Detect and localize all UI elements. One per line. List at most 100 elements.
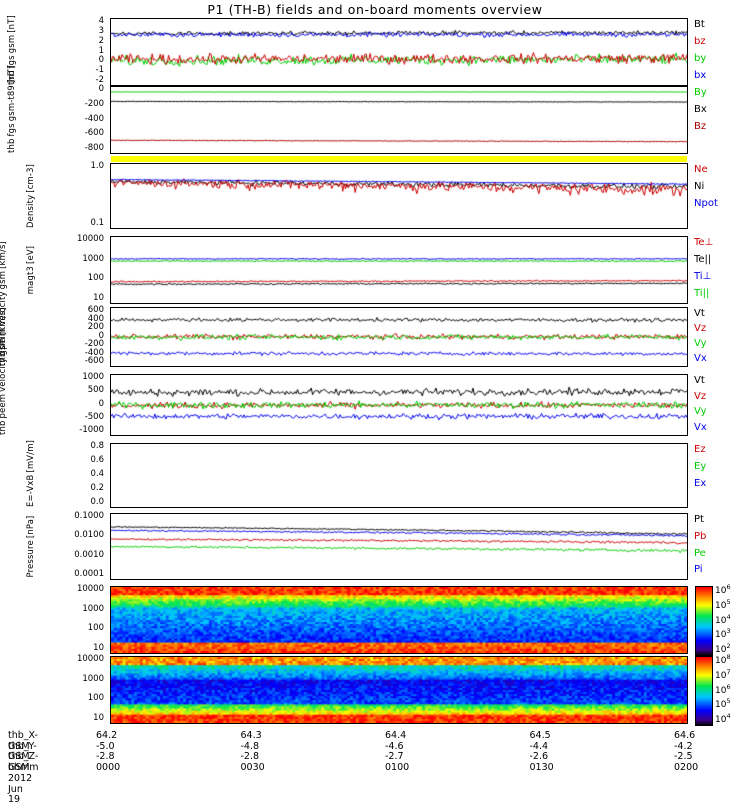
y-tick-label: 400: [87, 313, 104, 324]
y-tick-label: 100: [87, 693, 104, 704]
legend-item-Ex: Ex: [694, 478, 707, 489]
x-axis-tick-value: 0130: [529, 761, 554, 773]
y-tick-label: 10: [93, 643, 104, 653]
y-tick-label: 10000: [76, 654, 104, 664]
x-axis-tick-value: 64.4: [385, 730, 407, 741]
x-axis-tick-value: -2.8: [240, 751, 260, 762]
legend-item-Bz: Bz: [694, 121, 707, 132]
colorbar-tick-label: 103: [715, 627, 731, 641]
x-axis-tick-value: -2.5: [674, 751, 693, 762]
legend-item-Ey: Ey: [694, 461, 707, 472]
legend-item-Te: Te||: [694, 254, 712, 265]
legend-item-Bx: Bx: [694, 104, 707, 115]
y-tick-label: 10000: [76, 234, 104, 244]
colorbar-gradient: [696, 657, 712, 725]
y-axis-title-fgs-gsm-t89: thbfgsgsm-t89[nT]: [6, 65, 17, 153]
colorbar-gradient: [696, 587, 712, 655]
y-tick-label: -800: [84, 143, 104, 153]
y-tick-label: 500: [87, 385, 104, 396]
y-tick-label: 0: [98, 55, 104, 66]
plot-canvas-peem-velocity: [111, 375, 687, 435]
plot-canvas-density: [111, 164, 687, 228]
colorbar-tick-label: 104: [715, 712, 731, 725]
plot-panel-density: [110, 163, 688, 229]
colorbar-tick-label: 105: [715, 597, 731, 611]
legend-item-Vy: Vy: [694, 338, 707, 349]
x-axis-tick-value: 0100: [385, 761, 410, 773]
y-tick-label: 4: [98, 16, 104, 26]
plot-panel-peem-velocity: [110, 374, 688, 436]
y-tick-label: 2: [98, 35, 104, 46]
x-axis-tick-value: 64.6: [674, 730, 696, 741]
y-axis-title-efield: E=-VxB[mV/m]: [24, 439, 35, 507]
y-tick-label: 0.0001: [74, 569, 104, 579]
legend-item-Vx: Vx: [694, 353, 707, 364]
plot-canvas-peir-spec: [111, 587, 687, 653]
plot-panel-pressure: [110, 513, 688, 580]
colorbar-tick-label: 104: [715, 612, 731, 626]
x-axis-tick-value: 64.2: [96, 730, 118, 741]
y-tick-label: 100: [87, 273, 104, 284]
plot-panel-peim-velocity: [110, 307, 688, 367]
colorbar-tick-label: 106: [715, 682, 731, 696]
legend-item-bz: bz: [694, 36, 706, 47]
plot-canvas-efield: [111, 444, 687, 507]
y-tick-label: -500: [84, 411, 104, 422]
plot-canvas-magt3: [111, 237, 687, 303]
plot-panel-peir-spec: [110, 586, 688, 654]
legend-item-Te: Te⊥: [694, 237, 714, 248]
y-tick-label: -400: [84, 347, 104, 358]
y-axis-title-pressure: Pressure[nPa]: [24, 515, 35, 578]
x-axis-tick-value: 64.3: [240, 730, 262, 741]
y-tick-label: 1000: [82, 372, 104, 382]
legend-item-Vz: Vz: [694, 323, 707, 334]
legend-item-Vx: Vx: [694, 421, 707, 433]
date-label: 2012 Jun 19: [8, 773, 33, 805]
x-axis-row-name: thb_X-GSM: [8, 730, 38, 752]
legend-item-Ne: Ne: [694, 164, 708, 175]
y-tick-label: 1: [98, 45, 104, 56]
y-tick-label: -600: [84, 128, 104, 139]
legend-item-Ni: Ni: [694, 181, 705, 192]
legend-item-Bt: Bt: [694, 19, 705, 30]
legend-item-Pt: Pt: [694, 514, 704, 525]
x-axis-row-name: hhmm: [8, 761, 39, 773]
x-axis-tick-value: -5.0: [96, 740, 115, 752]
legend-item-Vt: Vt: [694, 308, 705, 319]
legend-item-Ez: Ez: [694, 444, 706, 455]
y-tick-label: -200: [84, 339, 104, 349]
peer-colorbar: [695, 656, 713, 726]
legend-item-Pb: Pb: [694, 530, 707, 542]
legend-item-Ti: Ti||: [694, 288, 710, 299]
y-tick-label: -1000: [79, 425, 104, 435]
peir-colorbar: [695, 586, 713, 656]
plot-canvas-pressure: [111, 514, 687, 579]
x-axis-tick-value: -2.8: [96, 751, 115, 762]
y-tick-label: 1000: [82, 673, 104, 684]
y-tick-label: 0: [98, 330, 104, 341]
y-tick-label: 10000: [76, 584, 104, 594]
y-tick-label: 0.6: [90, 455, 104, 465]
y-tick-label: 0.0100: [74, 530, 104, 541]
y-tick-label: 0.0010: [74, 549, 104, 560]
x-axis-tick-value: -4.8: [240, 740, 260, 752]
y-tick-label: 100: [87, 623, 104, 634]
x-axis-tick-value: -4.6: [385, 740, 404, 752]
y-tick-label: -200: [84, 98, 104, 109]
y-tick-label: 0.1: [90, 218, 104, 228]
legend-item-Vy: Vy: [694, 406, 707, 417]
y-tick-label: 200: [87, 322, 104, 332]
x-axis-tick-value: 64.5: [529, 730, 551, 741]
y-axis-title-density: Density[cm-3]: [24, 163, 35, 228]
y-tick-label: 1000: [82, 253, 104, 264]
legend-item-By: By: [694, 87, 707, 98]
status-band: [111, 156, 687, 162]
legend-item-bx: bx: [694, 70, 707, 81]
x-axis-tick-value: -2.6: [529, 751, 549, 762]
x-axis-tick-value: -2.7: [385, 751, 404, 762]
plot-panel-fgs-gsm-t89: [110, 86, 688, 154]
legend-item-Ti: Ti⊥: [694, 271, 712, 282]
plot-panel-fgs-gsm: [110, 18, 688, 86]
plot-panel-efield: [110, 443, 688, 508]
x-axis-tick-value: 0030: [240, 761, 265, 773]
